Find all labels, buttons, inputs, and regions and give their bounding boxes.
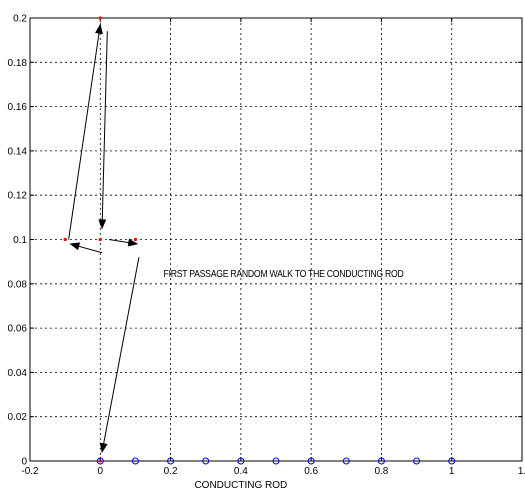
walk-arrow: [98, 31, 108, 230]
x-tick-label: 1: [449, 466, 455, 477]
walk-arrow: [99, 257, 140, 454]
y-tick-label: 0.1: [13, 235, 27, 246]
y-tick-label: 0: [21, 457, 27, 468]
walk-point: [98, 16, 102, 20]
x-tick-label: -0.2: [21, 466, 39, 477]
rod-point: [307, 457, 315, 465]
data-points: [63, 16, 456, 465]
rod-point: [342, 457, 350, 465]
walk-arrow: [108, 238, 139, 247]
rod-point: [272, 457, 280, 465]
y-tick-label: 0.16: [8, 102, 28, 113]
walk-arrows: [68, 23, 140, 454]
rod-point: [377, 457, 385, 465]
annotation-text: FIRST PASSAGE RANDOM WALK TO THE CONDUCT…: [164, 269, 404, 280]
y-tick-label: 0.2: [13, 14, 27, 25]
walk-point: [98, 237, 102, 242]
y-tick-label: 0.14: [8, 146, 28, 157]
rod-point: [202, 457, 210, 465]
grid-lines: [30, 18, 522, 461]
x-tick-label: 0: [98, 466, 104, 477]
x-tick-label: 0.8: [374, 466, 388, 477]
rod-point: [448, 457, 456, 465]
walk-arrow: [69, 242, 103, 254]
y-tick-label: 0.04: [8, 368, 28, 379]
walk-point: [98, 459, 102, 463]
x-tick-label: 0.2: [164, 466, 178, 477]
walk-arrow: [68, 23, 103, 240]
x-tick-labels: -0.2 0 0.2 0.4 0.6 0.8 1 1.: [21, 466, 525, 477]
y-tick-label: 0.08: [8, 279, 28, 290]
y-tick-label: 0.02: [8, 412, 28, 423]
x-axis-label: CONDUCTING ROD: [194, 480, 287, 491]
rod-point: [167, 457, 175, 465]
rod-point: [96, 457, 104, 465]
rod-point: [131, 457, 139, 465]
rod-point: [237, 457, 245, 465]
x-tick-label: 1.: [518, 466, 525, 477]
x-tick-label: 0.6: [304, 466, 318, 477]
y-tick-label: 0.12: [8, 191, 28, 202]
rod-point: [413, 457, 421, 465]
y-tick-label: 0.18: [8, 58, 28, 69]
y-tick-labels: 0 0.02 0.04 0.06 0.08 0.1 0.12 0.14 0.16 0.18 0.2: [8, 14, 28, 468]
x-tick-label: 0.4: [234, 466, 248, 477]
walk-point: [63, 237, 67, 242]
walk-point: [133, 237, 138, 242]
y-tick-label: 0.06: [8, 324, 28, 335]
